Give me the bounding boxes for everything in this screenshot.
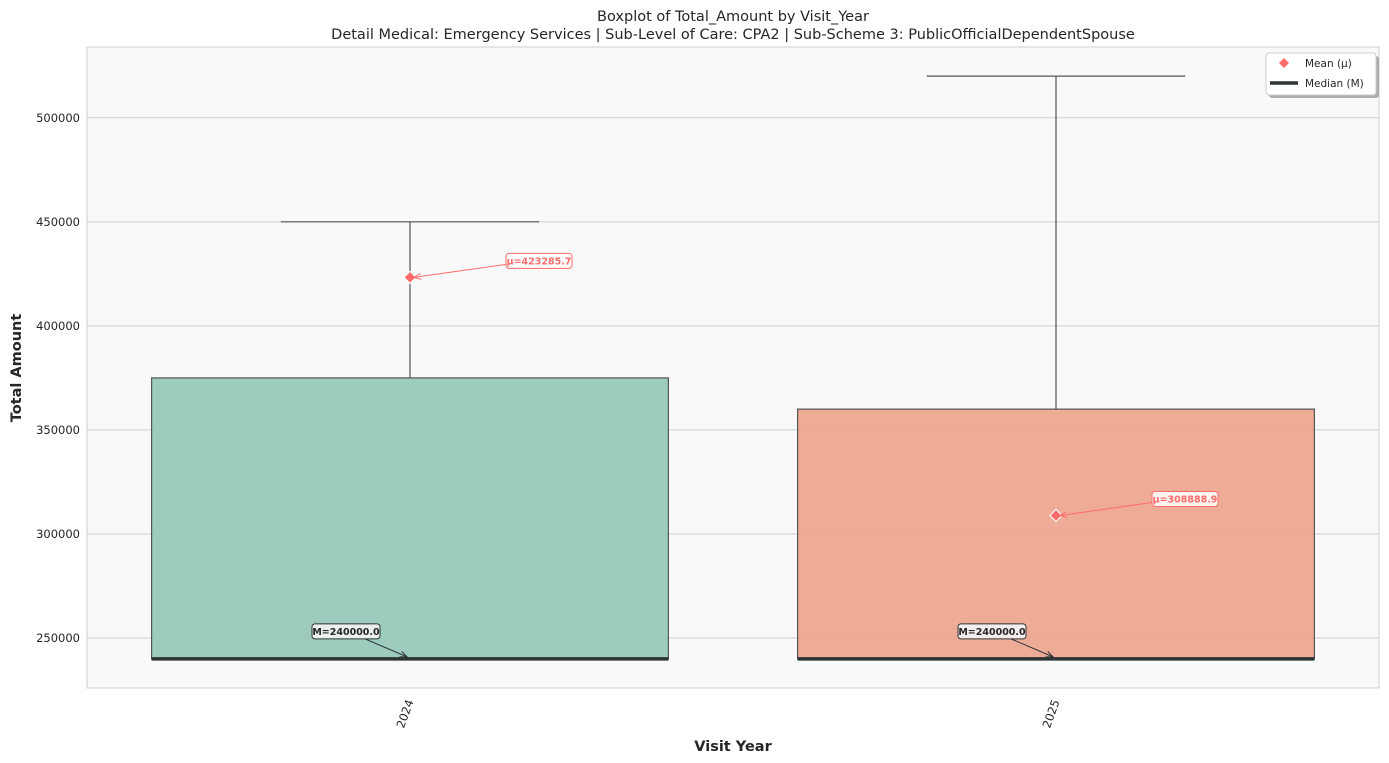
mean-label-box (1151, 490, 1219, 507)
mean-arrow (414, 263, 507, 277)
median-label: M=240000.0 (958, 627, 1026, 638)
median-arrow (1010, 638, 1053, 657)
legend-mean-marker (1279, 58, 1289, 68)
mean-arrow (1060, 501, 1153, 515)
y-tick-label: 300000 (36, 527, 80, 541)
chart-subtitle: Detail Medical: Emergency Services | Sub… (331, 27, 1135, 43)
x-tick-label: 2024 (393, 698, 416, 730)
y-axis-label: Total Amount (9, 314, 25, 423)
median-label-box (311, 623, 381, 640)
chart-title: Boxplot of Total_Amount by Visit_Year (597, 9, 869, 25)
box-2025: μ=308888.9 M=240000.0 (796, 75, 1315, 661)
boxes-layer: μ=423285.7 M=240000.0 μ=308888.9 M=240000.0 (151, 75, 1315, 661)
mean-label-box (505, 252, 573, 269)
mean-label: μ=423285.7 (507, 256, 572, 267)
median-arrow (364, 638, 407, 657)
y-tick-label: 350000 (36, 423, 80, 437)
box-2024: μ=423285.7 M=240000.0 (151, 221, 669, 661)
legend-median-label: Median (M) (1305, 78, 1364, 90)
median-label-box (957, 623, 1027, 640)
y-tick-label: 250000 (36, 631, 80, 645)
y-axis-ticks: 250000 300000 350000 400000 450000 500000 (36, 111, 80, 645)
legend-mean-label: Mean (μ) (1305, 58, 1352, 70)
box-iqr (796, 408, 1315, 660)
y-tick-label: 500000 (36, 111, 80, 125)
mean-label: μ=308888.9 (1153, 494, 1218, 505)
x-axis-ticks: 2024 2025 (393, 698, 1062, 730)
box-iqr (151, 377, 669, 660)
y-tick-label: 400000 (36, 319, 80, 333)
x-tick-label: 2025 (1039, 698, 1062, 730)
median-label: M=240000.0 (312, 627, 380, 638)
x-axis-label: Visit Year (694, 739, 772, 755)
legend: Mean (μ) Median (M) (1265, 52, 1379, 98)
y-tick-label: 450000 (36, 215, 80, 229)
